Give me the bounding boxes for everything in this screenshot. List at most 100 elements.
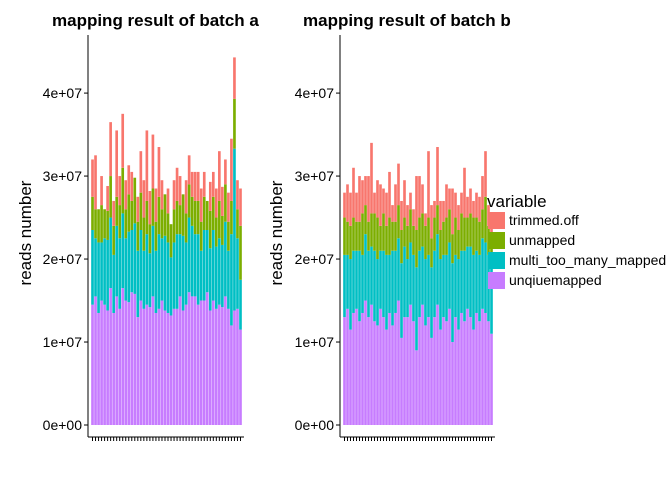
bar-segment-trimmed-off-10 bbox=[370, 142, 373, 214]
bar-segment-multi-too-many-mapped-9 bbox=[367, 250, 370, 318]
bar-segment-trimmed-off-27 bbox=[421, 184, 424, 214]
bar-segment-unqiuemapped-43 bbox=[469, 317, 472, 425]
bar-segment-unqiuemapped-32 bbox=[184, 304, 188, 425]
bar-segment-unqiuemapped-13 bbox=[127, 302, 131, 425]
panel-a-title: mapping result of batch a bbox=[52, 11, 259, 30]
bar-segment-trimmed-off-19 bbox=[145, 130, 149, 201]
bar-segment-unqiuemapped-49 bbox=[236, 308, 239, 425]
bar-segment-unqiuemapped-7 bbox=[361, 312, 364, 425]
bar-segment-unqiuemapped-43 bbox=[218, 304, 221, 425]
bar-segment-trimmed-off-12 bbox=[376, 180, 379, 218]
bar-segment-unmapped-39 bbox=[457, 230, 460, 260]
bar-segment-trimmed-off-11 bbox=[373, 192, 376, 214]
bar-segment-unqiuemapped-48 bbox=[484, 312, 487, 425]
bar-segment-trimmed-off-13 bbox=[127, 165, 131, 195]
bar-segment-multi-too-many-mapped-45 bbox=[224, 221, 227, 297]
bar-segment-unmapped-24 bbox=[160, 209, 164, 239]
bar-segment-unmapped-17 bbox=[391, 221, 394, 251]
bar-segment-unmapped-31 bbox=[433, 217, 436, 251]
bar-segment-multi-too-many-mapped-8 bbox=[364, 234, 367, 301]
bar-segment-unmapped-5 bbox=[355, 221, 358, 251]
bar-segment-unmapped-12 bbox=[376, 217, 379, 260]
bar-segment-unmapped-32 bbox=[436, 205, 439, 235]
bar-segment-unqiuemapped-1 bbox=[343, 317, 346, 425]
y-tick-label: 0e+00 bbox=[295, 417, 335, 433]
bar-segment-unmapped-22 bbox=[406, 225, 409, 260]
bar-segment-multi-too-many-mapped-34 bbox=[442, 254, 445, 318]
bar-segment-unmapped-18 bbox=[394, 221, 397, 251]
bar-segment-unmapped-4 bbox=[100, 205, 103, 243]
bar-segment-unmapped-2 bbox=[346, 221, 349, 255]
bar-segment-multi-too-many-mapped-15 bbox=[133, 223, 137, 294]
bar-segment-trimmed-off-35 bbox=[193, 171, 197, 201]
y-tick-label: 0e+00 bbox=[43, 417, 83, 433]
y-tick-label: 2e+07 bbox=[295, 251, 335, 267]
bar-segment-multi-too-many-mapped-28 bbox=[172, 242, 176, 309]
bar-segment-trimmed-off-18 bbox=[394, 184, 397, 222]
bar-segment-trimmed-off-6 bbox=[358, 176, 361, 222]
bar-segment-unqiuemapped-11 bbox=[121, 288, 125, 425]
bar-segment-unqiuemapped-6 bbox=[358, 321, 361, 425]
bar-segment-multi-too-many-mapped-29 bbox=[427, 254, 430, 318]
bar-segment-trimmed-off-37 bbox=[199, 188, 203, 222]
bar-segment-trimmed-off-17 bbox=[139, 151, 143, 193]
bar-segment-unmapped-8 bbox=[112, 225, 115, 255]
bar-segment-unmapped-41 bbox=[463, 217, 466, 251]
bar-segment-multi-too-many-mapped-42 bbox=[215, 246, 218, 309]
bar-segment-multi-too-many-mapped-46 bbox=[478, 254, 481, 322]
bar-segment-trimmed-off-47 bbox=[230, 138, 233, 201]
bar-segment-trimmed-off-16 bbox=[136, 196, 140, 222]
bar-segment-multi-too-many-mapped-36 bbox=[196, 234, 200, 305]
bar-segment-multi-too-many-mapped-39 bbox=[205, 230, 209, 293]
legend-item-trimmed-off: trimmed.off bbox=[488, 212, 579, 229]
y-tick-label: 3e+07 bbox=[295, 168, 335, 184]
bar-segment-unmapped-50 bbox=[490, 238, 493, 264]
bar-segment-unqiuemapped-44 bbox=[472, 329, 475, 425]
bar-segment-unqiuemapped-10 bbox=[118, 308, 122, 425]
bar-segment-multi-too-many-mapped-6 bbox=[358, 250, 361, 322]
bar-segment-unmapped-46 bbox=[227, 221, 230, 251]
panel-b-y-ticks: 0e+00 1e+07 2e+07 3e+07 4e+07 bbox=[295, 85, 340, 433]
bar-segment-trimmed-off-36 bbox=[448, 188, 451, 210]
bar-segment-trimmed-off-43 bbox=[469, 188, 472, 214]
bar-segment-multi-too-many-mapped-47 bbox=[481, 238, 484, 309]
bar-segment-unmapped-35 bbox=[193, 200, 197, 235]
bar-segment-unmapped-9 bbox=[115, 196, 118, 226]
bar-segment-multi-too-many-mapped-44 bbox=[472, 254, 475, 330]
bar-segment-unqiuemapped-16 bbox=[388, 312, 391, 425]
bar-segment-multi-too-many-mapped-9 bbox=[115, 225, 118, 297]
bar-segment-unmapped-1 bbox=[343, 217, 346, 255]
bar-segment-multi-too-many-mapped-48 bbox=[484, 242, 487, 313]
bar-segment-unqiuemapped-26 bbox=[166, 312, 170, 425]
bar-segment-unmapped-46 bbox=[478, 221, 481, 255]
bar-segment-multi-too-many-mapped-7 bbox=[361, 254, 364, 313]
bar-segment-unqiuemapped-8 bbox=[112, 312, 115, 425]
bar-segment-unqiuemapped-38 bbox=[202, 300, 206, 425]
bar-segment-multi-too-many-mapped-38 bbox=[202, 230, 206, 301]
legend-key-multi-too-many-mapped bbox=[488, 252, 505, 269]
bar-segment-unmapped-15 bbox=[385, 225, 388, 255]
bar-segment-unmapped-15 bbox=[133, 177, 137, 224]
bar-segment-trimmed-off-22 bbox=[154, 188, 158, 222]
bar-segment-unmapped-12 bbox=[124, 209, 128, 239]
bar-segment-unqiuemapped-5 bbox=[103, 304, 106, 425]
bar-segment-trimmed-off-19 bbox=[397, 163, 400, 206]
bar-segment-unqiuemapped-23 bbox=[157, 308, 161, 425]
bar-segment-unmapped-1 bbox=[91, 196, 94, 230]
bar-segment-unqiuemapped-16 bbox=[136, 317, 140, 425]
bar-segment-multi-too-many-mapped-17 bbox=[139, 230, 143, 301]
bar-segment-unmapped-29 bbox=[175, 200, 179, 235]
bar-segment-trimmed-off-26 bbox=[166, 188, 170, 214]
bar-segment-unqiuemapped-4 bbox=[100, 300, 103, 425]
bar-segment-unmapped-21 bbox=[151, 188, 155, 226]
bar-segment-unmapped-11 bbox=[121, 167, 125, 214]
bar-segment-unmapped-5 bbox=[103, 209, 106, 239]
bar-segment-multi-too-many-mapped-14 bbox=[130, 230, 134, 293]
y-tick-label: 1e+07 bbox=[43, 334, 83, 350]
bar-segment-trimmed-off-26 bbox=[418, 176, 421, 218]
bar-segment-trimmed-off-45 bbox=[475, 192, 478, 218]
bar-segment-unqiuemapped-15 bbox=[133, 293, 137, 425]
bar-segment-multi-too-many-mapped-44 bbox=[221, 244, 224, 308]
bar-segment-multi-too-many-mapped-28 bbox=[424, 259, 427, 326]
bar-segment-trimmed-off-7 bbox=[109, 122, 112, 177]
